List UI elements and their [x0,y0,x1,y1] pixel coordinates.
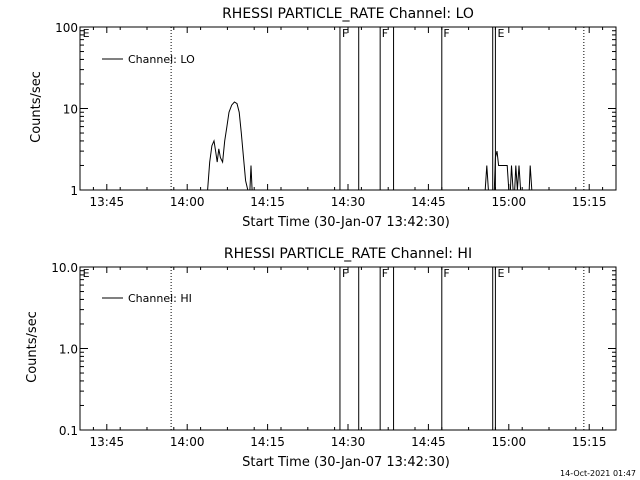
lo-series-segment-3 [494,151,509,190]
hi-x-tick-label-2: 14:15 [250,435,285,449]
lo-y-tick-label-2: 100 [55,21,78,35]
lo-series-segment-5 [515,166,521,191]
hi-x-tick-label-5: 15:00 [492,435,527,449]
hi-legend: Channel: HI [102,292,192,305]
lo-flag-label-4: E [497,27,504,40]
hi-flag-label-3: F [443,267,449,280]
lo-series-segment-2 [485,166,488,191]
lo-series-segment-6 [529,166,532,191]
hi-y-tick-label-0: 0.1 [59,424,78,438]
hi-flag-label-4: E [497,267,504,280]
lo-x-tick-label-1: 14:00 [170,195,205,209]
lo-series-segment-1 [250,166,252,191]
lo-y-axis-label: Counts/sec [29,71,44,143]
hi-legend-label: Channel: HI [128,292,192,305]
timestamp: 14-Oct-2021 01:47 [560,469,636,478]
hi-channel-plot: RHESSI PARTICLE_RATE Channel: HI Start T… [25,246,616,470]
hi-x-tick-label-0: 13:45 [90,435,125,449]
hi-y-tick-label-2: 10.0 [51,261,78,275]
lo-x-tick-label-4: 14:45 [411,195,446,209]
lo-plot-title: RHESSI PARTICLE_RATE Channel: LO [222,6,474,22]
hi-x-axis-label: Start Time (30-Jan-07 13:42:30) [242,455,450,470]
lo-x-tick-label-3: 14:30 [331,195,366,209]
lo-legend-label: Channel: LO [128,53,195,66]
lo-x-tick-label-0: 13:45 [90,195,125,209]
hi-x-tick-label-1: 14:00 [170,435,205,449]
lo-y-tick-label-0: 1 [70,184,78,198]
hi-flag-label-0: E [83,267,90,280]
hi-x-tick-label-6: 15:15 [572,435,607,449]
lo-y-tick-label-1: 10 [63,103,78,117]
lo-flag-label-2: F [382,27,388,40]
hi-y-axis-label: Counts/sec [25,311,40,383]
hi-x-tick-label-3: 14:30 [331,435,366,449]
lo-x-tick-label-6: 15:15 [572,195,607,209]
hi-x-tick-label-4: 14:45 [411,435,446,449]
lo-flag-label-3: F [443,27,449,40]
lo-flag-label-1: F [342,27,348,40]
hi-flag-label-2: F [382,267,388,280]
hi-flag-label-1: F [342,267,348,280]
hi-y-tick-label-1: 1.0 [59,343,78,357]
lo-series-segment-0 [208,102,248,190]
lo-channel-plot: RHESSI PARTICLE_RATE Channel: LO Start T… [29,6,616,230]
lo-series-segment-4 [510,166,513,191]
lo-flag-label-0: E [83,27,90,40]
lo-x-tick-label-2: 14:15 [250,195,285,209]
lo-plot-frame [80,27,616,190]
lo-legend: Channel: LO [102,53,195,66]
lo-x-tick-label-5: 15:00 [492,195,527,209]
hi-plot-title: RHESSI PARTICLE_RATE Channel: HI [224,246,472,262]
lo-x-axis-label: Start Time (30-Jan-07 13:42:30) [242,215,450,230]
